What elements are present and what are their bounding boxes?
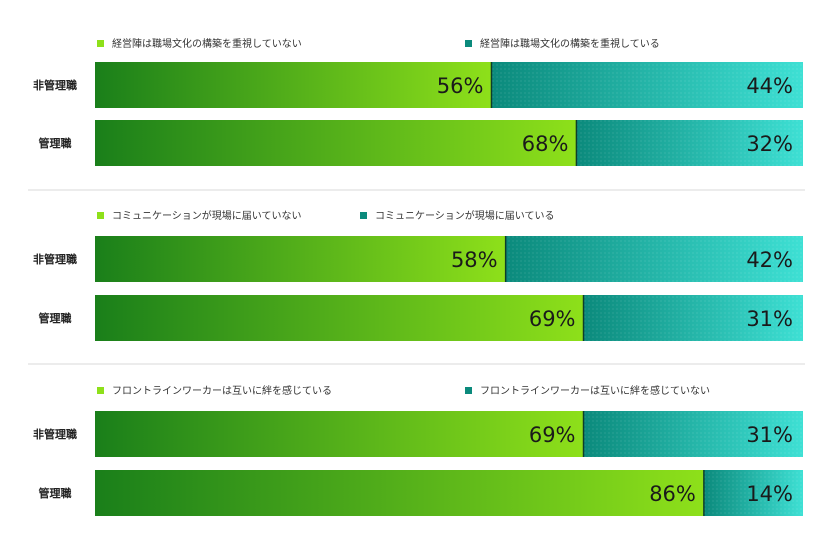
data-label-primary: 58% [451, 248, 498, 272]
data-label-primary: 86% [649, 482, 696, 506]
data-label-primary: 56% [437, 74, 484, 98]
row-label: 非管理職 [33, 427, 77, 441]
legend-swatch [465, 40, 472, 47]
bar-segment-primary [95, 295, 584, 341]
data-label-secondary: 42% [746, 248, 793, 272]
bar-segment-texture [583, 411, 803, 457]
legend-label: フロントラインワーカーは互いに絆を感じていない [480, 384, 710, 397]
legend-swatch [97, 40, 104, 47]
legend-swatch [465, 387, 472, 394]
legend-swatch [97, 212, 104, 219]
bar-segment-primary [95, 62, 492, 108]
bar-segment-texture [576, 120, 803, 166]
data-label-secondary: 44% [746, 74, 793, 98]
bar-segment-primary [95, 470, 704, 516]
legend-swatch [97, 387, 104, 394]
row-label: 管理職 [39, 311, 72, 325]
bar-segment-texture [505, 236, 803, 282]
data-label-secondary: 14% [746, 482, 793, 506]
row-label: 非管理職 [33, 252, 77, 266]
data-label-primary: 68% [522, 132, 569, 156]
legend-label: フロントラインワーカーは互いに絆を感じている [112, 384, 332, 397]
data-label-secondary: 31% [746, 307, 793, 331]
legend-label: 経営陣は職場文化の構築を重視している [480, 37, 660, 50]
legend-swatch [360, 212, 367, 219]
bar-segment-primary [95, 236, 506, 282]
legend-label: コミュニケーションが現場に届いていない [112, 209, 302, 222]
legend-label: 経営陣は職場文化の構築を重視していない [112, 37, 302, 50]
data-label-secondary: 31% [746, 423, 793, 447]
bar-segment-texture [703, 470, 803, 516]
row-label: 管理職 [39, 136, 72, 150]
bar-segment-texture [583, 295, 803, 341]
legend-label: コミュニケーションが現場に届いている [375, 209, 555, 222]
bar-segment-primary [95, 411, 584, 457]
data-label-secondary: 32% [746, 132, 793, 156]
data-label-primary: 69% [529, 307, 576, 331]
bar-segment-primary [95, 120, 577, 166]
bar-segment-texture [491, 62, 803, 108]
row-label: 管理職 [39, 486, 72, 500]
row-label: 非管理職 [33, 78, 77, 92]
data-label-primary: 69% [529, 423, 576, 447]
